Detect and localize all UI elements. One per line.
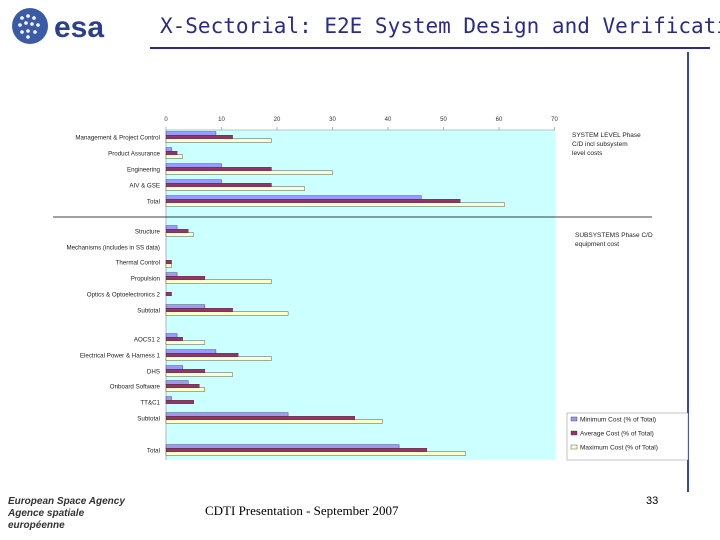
bar-min-1	[165, 147, 172, 152]
footer-presentation: CDTI Presentation - September 2007	[205, 503, 399, 518]
category-label: AOCS1 2	[134, 337, 161, 344]
bar-avg-9	[165, 292, 172, 297]
bar-min-17	[165, 444, 400, 449]
bar-avg-8	[165, 276, 206, 281]
slide-title: X-Sectorial: E2E System Design and Verif…	[160, 14, 720, 38]
bar-max-11	[165, 340, 206, 345]
bar-min-11	[165, 333, 178, 338]
bar-max-3	[165, 186, 305, 191]
bar-avg-10	[165, 308, 233, 313]
chart-annotation: SUBSYSTEMS Phase C/D equipment cost	[575, 232, 653, 248]
title-underline	[150, 47, 710, 49]
footer-org-line2: Agence spatiale européenne	[8, 508, 85, 531]
bar-min-5	[165, 225, 178, 230]
bar-max-2	[165, 170, 333, 175]
bar-min-8	[165, 272, 178, 277]
bar-avg-1	[165, 150, 178, 155]
bar-max-0	[165, 138, 272, 143]
bar-max-1	[165, 154, 183, 159]
x-tick-label: 0	[164, 117, 168, 123]
x-tick-label: 70	[551, 117, 558, 123]
esa-footer-logo: European Space Agency Agence spatiale eu…	[8, 496, 138, 531]
chart-annotation: SYSTEM LEVEL Phase C/D incl subsystem leve…	[572, 132, 641, 157]
category-label: Electrical Power & Harness 1	[80, 353, 161, 360]
category-label: Management & Project Control	[75, 135, 160, 142]
legend-box	[566, 412, 689, 461]
bar-min-10	[165, 304, 206, 309]
bar-avg-13	[165, 369, 206, 374]
legend-label: Average Cost (% of Total)	[580, 431, 654, 438]
legend-label: Maximum Cost (% of Total)	[580, 445, 658, 452]
bar-avg-16	[165, 416, 355, 421]
bar-avg-12	[165, 353, 239, 358]
category-label: Optics & Optoelectronics 2	[87, 292, 161, 299]
bar-avg-2	[165, 166, 272, 171]
category-label: AIV & GSE	[129, 183, 160, 190]
category-label: Total	[147, 448, 160, 455]
right-frame-line	[687, 52, 689, 492]
bar-min-0	[165, 131, 217, 136]
category-label: Onboard Software	[110, 384, 161, 391]
bar-min-3	[165, 179, 222, 184]
x-tick-label: 60	[496, 117, 503, 123]
category-label: Subtotal	[137, 416, 160, 423]
page-number: 33	[646, 495, 659, 507]
x-tick-label: 20	[274, 117, 281, 123]
esa-logo-graphic: esa	[12, 8, 104, 44]
bar-avg-15	[165, 400, 194, 405]
category-label: Subtotal	[137, 308, 160, 315]
category-label: Product Assurance	[108, 151, 160, 158]
bar-max-10	[165, 311, 289, 316]
footer-org-line1: European Space Agency	[8, 496, 125, 507]
category-label: TT&C1	[140, 400, 160, 407]
legend-label: Minimum Cost (% of Total)	[580, 417, 656, 424]
bar-max-16	[165, 419, 383, 424]
bar-avg-4	[165, 198, 461, 203]
x-tick-label: 10	[218, 117, 225, 123]
category-label: Thermal Control	[116, 260, 160, 267]
bar-avg-17	[165, 448, 428, 453]
bar-max-17	[165, 451, 466, 456]
bar-min-13	[165, 365, 183, 370]
bar-min-2	[165, 163, 222, 168]
x-tick-label: 40	[385, 117, 392, 123]
category-label: Propulsion	[131, 276, 161, 283]
category-label: Structure	[135, 229, 161, 236]
bar-min-15	[165, 396, 172, 401]
category-label: Engineering	[127, 167, 161, 174]
bar-min-4	[165, 195, 422, 200]
bar-avg-0	[165, 134, 233, 139]
bar-avg-11	[165, 337, 183, 342]
esa-logo: esa	[8, 4, 138, 48]
legend-swatch	[570, 444, 578, 450]
bar-min-16	[165, 412, 289, 417]
bar-min-12	[165, 349, 217, 354]
bar-max-4	[165, 202, 505, 207]
x-tick-label: 50	[440, 117, 447, 123]
bar-avg-7	[165, 260, 172, 265]
legend-swatch	[570, 416, 578, 422]
x-tick-label: 30	[329, 117, 336, 123]
category-label: Total	[147, 199, 160, 206]
logo-wordmark: esa	[54, 11, 104, 44]
bar-min-14	[165, 380, 189, 385]
category-label: DHS	[147, 369, 160, 376]
bar-avg-14	[165, 384, 200, 389]
bar-max-12	[165, 356, 272, 361]
bar-max-7	[165, 263, 172, 268]
category-label: Mechanisms (includes in SS data)	[66, 245, 160, 252]
bar-max-8	[165, 279, 272, 284]
bar-max-14	[165, 387, 206, 392]
plot-background	[166, 130, 555, 460]
bar-avg-5	[165, 228, 189, 233]
bar-max-5	[165, 232, 194, 237]
bar-max-13	[165, 372, 233, 377]
bar-avg-3	[165, 182, 272, 187]
legend-swatch	[570, 430, 578, 436]
